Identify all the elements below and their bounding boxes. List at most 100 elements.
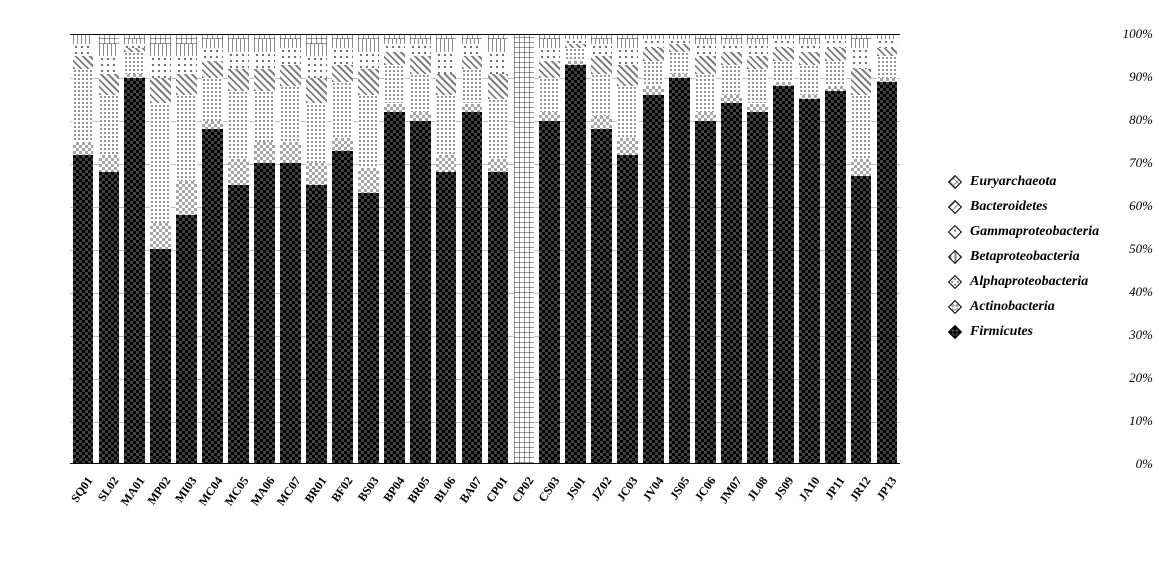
- segment-alpha: [721, 65, 742, 95]
- segment-alpha: [488, 99, 509, 159]
- segment-alpha: [332, 82, 353, 138]
- segment-gamma: [539, 48, 560, 61]
- x-tick-label: JA10: [795, 474, 823, 504]
- segment-bact: [332, 39, 353, 48]
- segment-actino: [436, 155, 457, 172]
- x-tick-label: MC05: [222, 474, 253, 509]
- segment-firm: [410, 121, 431, 463]
- segment-actino: [384, 104, 405, 113]
- segment-actino: [539, 112, 560, 121]
- segment-eury: [721, 35, 742, 39]
- segment-gamma: [851, 48, 872, 69]
- segment-alpha: [565, 48, 586, 61]
- segment-gamma: [99, 56, 120, 73]
- segment-alpha: [851, 95, 872, 159]
- x-tick-label: SQ01: [68, 474, 96, 506]
- segment-bact: [150, 44, 171, 57]
- segment-actino: [332, 138, 353, 151]
- legend-marker-gamma: [948, 225, 962, 239]
- segment-beta: [73, 56, 94, 69]
- segment-firm: [228, 185, 249, 463]
- segment-bact: [825, 35, 846, 39]
- bar-stack: [124, 35, 145, 463]
- legend-marker-alpha: [948, 275, 962, 289]
- bar-JA10: [796, 35, 822, 463]
- segment-beta: [202, 61, 223, 78]
- segment-actino: [202, 121, 223, 130]
- bar-JP11: [822, 35, 848, 463]
- segment-bact: [462, 39, 483, 43]
- segment-bact: [877, 35, 898, 39]
- segment-beta: [332, 65, 353, 82]
- segment-actino: [124, 74, 145, 78]
- segment-alpha: [99, 95, 120, 155]
- x-tick-label: BL06: [431, 474, 459, 506]
- segment-eury: [254, 35, 275, 39]
- x-tick-label: CS03: [535, 474, 563, 505]
- segment-bact: [384, 39, 405, 43]
- bar-stack: [773, 35, 794, 463]
- segment-bact: [565, 35, 586, 39]
- legend-item-beta: Betaproteobacteria: [950, 249, 1099, 265]
- segment-alpha: [591, 74, 612, 117]
- bar-JM07: [718, 35, 744, 463]
- segment-beta: [254, 69, 275, 90]
- segment-bact: [773, 35, 794, 39]
- segment-actino: [254, 142, 275, 163]
- segment-beta: [539, 61, 560, 78]
- segment-gamma: [488, 52, 509, 73]
- legend-label: Alphaproteobacteria: [970, 274, 1088, 290]
- segment-beta: [176, 74, 197, 95]
- segment-bact: [488, 39, 509, 52]
- bar-BR05: [407, 35, 433, 463]
- bar-stack: [176, 35, 197, 463]
- segment-firm: [332, 151, 353, 463]
- segment-eury: [410, 35, 431, 39]
- bar-JS01: [563, 35, 589, 463]
- bar-BS03: [355, 35, 381, 463]
- segment-gamma: [306, 56, 327, 77]
- segment-firm: [773, 86, 794, 463]
- segment-actino: [150, 223, 171, 249]
- segment-firm: [488, 172, 509, 463]
- bar-JR12: [848, 35, 874, 463]
- segment-bact: [695, 39, 716, 43]
- bar-stack: [799, 35, 820, 463]
- segment-beta: [228, 69, 249, 90]
- chart-root: { "chart": { "type": "stacked-bar-100pct…: [0, 0, 1159, 580]
- segment-beta: [643, 48, 664, 61]
- segment-alpha: [825, 61, 846, 87]
- bar-stack: [150, 35, 171, 463]
- segment-actino: [825, 86, 846, 90]
- bar-JS05: [667, 35, 693, 463]
- segment-gamma: [669, 39, 690, 43]
- segment-alpha: [436, 95, 457, 155]
- segment-beta: [747, 56, 768, 69]
- bar-JS09: [770, 35, 796, 463]
- segment-gamma: [436, 52, 457, 73]
- legend-marker-eury: [948, 175, 962, 189]
- segment-eury: [747, 35, 768, 39]
- segment-firm: [799, 99, 820, 463]
- segment-gamma: [73, 44, 94, 57]
- segment-firm: [565, 65, 586, 463]
- x-tick-label: CP01: [483, 474, 511, 506]
- bar-CP02: [511, 35, 537, 463]
- segment-eury: [99, 35, 120, 44]
- y-tick-label: 0%: [1085, 456, 1159, 472]
- segment-gamma: [462, 44, 483, 57]
- bar-MA06: [252, 35, 278, 463]
- x-tick-label: JZ02: [588, 474, 615, 504]
- x-tick-label: BF02: [328, 474, 356, 505]
- segment-gamma: [150, 56, 171, 77]
- segment-bact: [410, 39, 431, 43]
- segment-bact: [851, 39, 872, 48]
- x-tick-label: JV04: [640, 474, 668, 504]
- bar-stack: [747, 35, 768, 463]
- bar-stack: [99, 35, 120, 463]
- x-tick-label: JC06: [691, 474, 719, 504]
- segment-bact: [643, 35, 664, 39]
- segment-gamma: [591, 44, 612, 57]
- x-tick-label: JR12: [847, 474, 875, 504]
- segment-beta: [358, 69, 379, 95]
